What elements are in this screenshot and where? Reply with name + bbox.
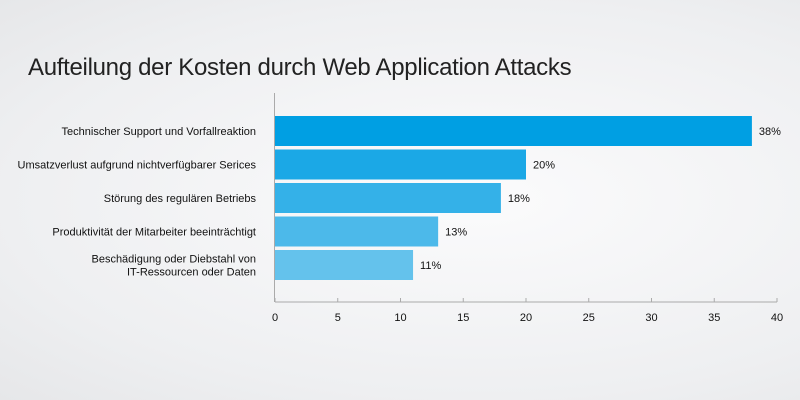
x-tick-label: 35 (708, 312, 720, 324)
category-label: IT-Ressourcen oder Daten (127, 267, 256, 279)
category-label: Produktivität der Mitarbeiter beeinträch… (52, 227, 256, 239)
bar (275, 216, 439, 247)
bar-value-label: 13% (445, 227, 467, 239)
bar-value-label: 20% (533, 160, 555, 172)
bar (275, 183, 501, 213)
category-label: Technischer Support und Vorfallreaktion (62, 126, 256, 138)
bar-value-label: 11% (420, 260, 441, 272)
bar-value-label: 38% (759, 126, 781, 138)
x-tick-label: 15 (457, 312, 469, 324)
x-tick-label: 30 (645, 312, 657, 324)
x-tick-label: 0 (272, 312, 278, 324)
bar-value-label: 18% (508, 193, 530, 205)
category-label: Störung des regulären Betriebs (104, 193, 257, 205)
bar (275, 149, 526, 180)
x-tick-label: 20 (520, 312, 532, 324)
bar (275, 250, 414, 280)
category-label: Beschädigung oder Diebstahl von (91, 254, 256, 266)
chart-title: Aufteilung der Kosten durch Web Applicat… (28, 54, 572, 81)
x-tick-label: 40 (771, 312, 783, 324)
bar (275, 116, 752, 146)
x-tick-label: 10 (394, 312, 406, 324)
x-tick-label: 5 (335, 312, 341, 324)
category-label: Umsatzverlust aufgrund nichtverfügbarer … (18, 160, 257, 172)
x-tick-label: 25 (583, 312, 595, 324)
